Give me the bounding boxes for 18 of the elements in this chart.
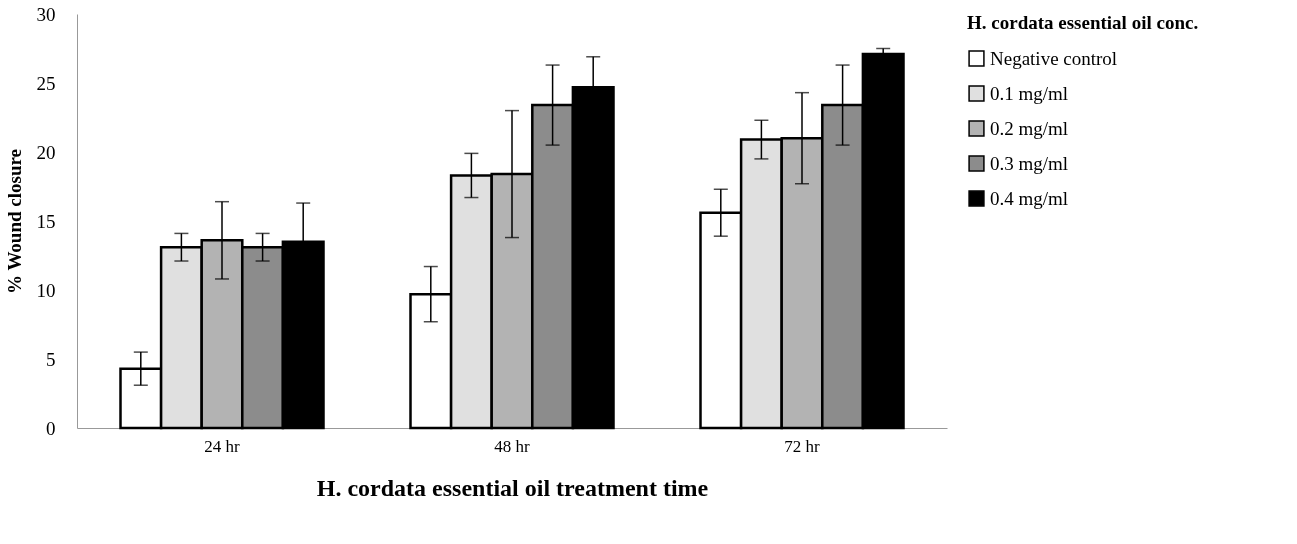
y-tick-label: 10: [36, 279, 56, 301]
legend-label: 0.4 mg/ml: [990, 187, 1069, 209]
y-tick-label: 0: [46, 417, 56, 439]
y-axis-title: % Wound closure: [3, 148, 25, 295]
y-tick-label: 15: [36, 210, 56, 232]
y-tick-label: 30: [36, 3, 56, 25]
x-tick-label: 24 hr: [204, 436, 241, 456]
x-axis-title: H. cordata essential oil treatment time: [316, 474, 709, 501]
x-tick-label: 72 hr: [784, 436, 821, 456]
legend-label: 0.2 mg/ml: [990, 117, 1069, 139]
legend-title: H. cordata essential oil conc.: [967, 12, 1199, 33]
y-tick-label: 20: [36, 141, 56, 163]
legend-label: Negative control: [990, 47, 1118, 69]
y-tick-label: 25: [36, 72, 56, 94]
y-tick-label: 5: [46, 348, 56, 370]
x-tick-label: 48 hr: [494, 436, 531, 456]
legend-label: 0.3 mg/ml: [990, 152, 1069, 174]
legend-label: 0.1 mg/ml: [990, 82, 1069, 104]
